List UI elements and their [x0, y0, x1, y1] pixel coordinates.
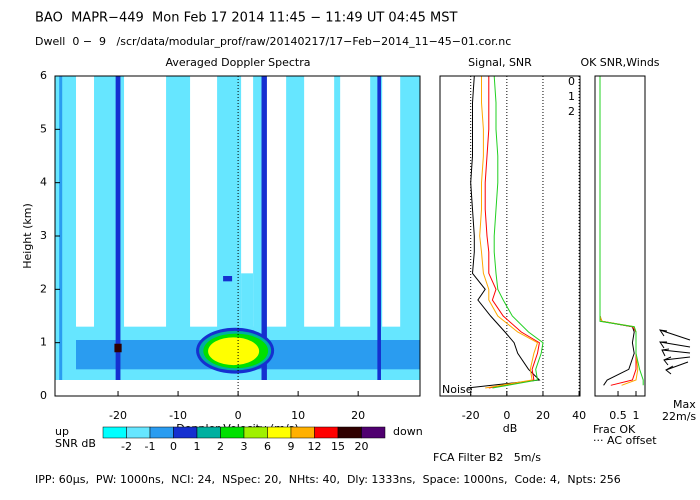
profile-line: [479, 76, 539, 389]
y-tick-label: 6: [40, 69, 47, 82]
colorbar-label: SNR dB: [55, 437, 96, 450]
plot-area: [467, 76, 580, 396]
x-tick-label: 20: [351, 409, 365, 422]
colorbar-label: 6: [264, 440, 271, 453]
x-axis-label: dB: [503, 422, 518, 435]
colorbar-label: 1: [194, 440, 201, 453]
snr-region: [114, 343, 122, 353]
header-line: BAO MAPR−449 Mon Feb 17 2014 11:45 − 11:…: [35, 11, 457, 26]
colorbar-label: -2: [121, 440, 132, 453]
legend-entry: 2: [568, 105, 575, 118]
colorbar-box: [102, 426, 127, 439]
snr-region: [115, 76, 121, 380]
plot-frame: [439, 75, 581, 397]
colorbar-label: 3: [241, 440, 248, 453]
plot-area: [55, 76, 420, 396]
x-tick-label: -20: [109, 409, 127, 422]
colorbar-label: 9: [288, 440, 295, 453]
x-tick-label: 0.5: [609, 409, 627, 422]
y-tick-label: 4: [40, 176, 47, 189]
colorbar-label: 2: [217, 440, 224, 453]
y-tick-label: 0: [40, 389, 47, 402]
chart-title: Signal, SNR: [468, 56, 532, 69]
x-axis-label: Frac OK: [593, 423, 636, 436]
colorbar-box: [196, 426, 221, 439]
colorbar-label: -1: [145, 440, 156, 453]
colorbar-box: [337, 426, 362, 439]
colorbar-box: [290, 426, 315, 439]
x-tick-label: 1: [633, 409, 640, 422]
max-value: 22m/s: [662, 410, 696, 423]
profile-line: [484, 76, 540, 389]
x-tick-label: -10: [169, 409, 187, 422]
legend-entry: 1: [568, 90, 575, 103]
x-tick-label: 40: [572, 409, 586, 422]
filter-label: FCA Filter B2 5m/s: [433, 451, 541, 464]
y-axis-label: Height (km): [21, 203, 34, 269]
colorbar-box: [126, 426, 151, 439]
colorbar-box: [173, 426, 198, 439]
snr-region: [59, 76, 63, 380]
colorbar-box: [267, 426, 292, 439]
colorbar-box: [243, 426, 268, 439]
colorbar-label: 12: [308, 440, 322, 453]
down-label: down: [393, 425, 423, 438]
y-tick-label: 3: [40, 229, 47, 242]
colorbar-label: 0: [170, 440, 177, 453]
profile-line: [467, 76, 541, 389]
y-tick-label: 2: [40, 282, 47, 295]
colorbar-label: 20: [355, 440, 369, 453]
x-tick-label: 20: [536, 409, 550, 422]
snr-region: [400, 76, 420, 380]
colorbar-box: [314, 426, 339, 439]
snr-region: [55, 76, 77, 380]
y-tick-label: 5: [40, 122, 47, 135]
ac-offset-label: ··· AC offset: [593, 434, 657, 447]
up-label: up: [55, 425, 69, 438]
annotation: Noise: [442, 383, 473, 396]
footer: IPP: 60μs, PW: 1000ns, NCI: 24, NSpec: 2…: [35, 473, 621, 486]
snr-region: [223, 276, 233, 282]
y-tick-label: 1: [40, 336, 47, 349]
colorbar-box: [220, 426, 245, 439]
plot-area: [599, 76, 644, 386]
snr-region: [208, 337, 260, 366]
colorbar-box: [149, 426, 174, 439]
plot-frame: [594, 75, 646, 397]
chart-title: Averaged Doppler Spectra: [165, 56, 310, 69]
x-tick-label: -20: [462, 409, 480, 422]
profile-line: [492, 76, 544, 389]
snr-region: [261, 76, 267, 380]
colorbar-box: [361, 426, 386, 439]
max-label: Max: [673, 398, 696, 411]
x-tick-label: 10: [291, 409, 305, 422]
header-line: Dwell 0 − 9 /scr/data/modular_prof/raw/2…: [35, 35, 511, 48]
x-tick-label: 0: [235, 409, 242, 422]
profile-line: [599, 76, 644, 386]
x-tick-label: 0: [503, 409, 510, 422]
snr-region: [377, 76, 381, 380]
snr-region: [334, 76, 341, 380]
legend-entry: 0: [568, 75, 575, 88]
colorbar-label: 15: [331, 440, 345, 453]
wind-barbs: [658, 329, 691, 375]
chart-title: OK SNR,Winds: [580, 56, 659, 69]
snr-region: [166, 76, 191, 380]
snr-region: [286, 76, 305, 380]
